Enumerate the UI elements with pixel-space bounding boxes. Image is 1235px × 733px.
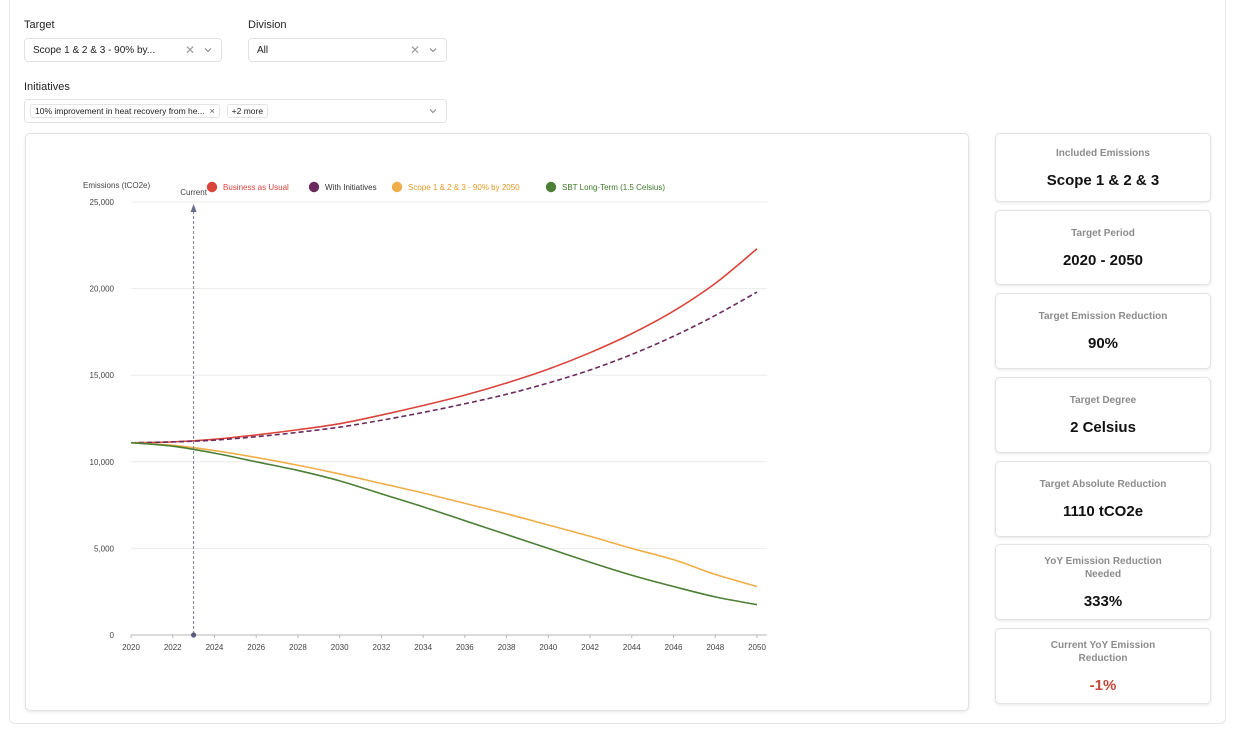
initiatives-chip-list: 10% improvement in heat recovery from he… [30, 104, 428, 118]
legend-swatch-1 [308, 181, 320, 193]
x-tick-label: 2040 [539, 643, 557, 652]
target-select-value: Scope 1 & 2 & 3 - 90% by... [33, 44, 156, 56]
page-frame [9, 0, 1226, 724]
initiatives-label: Initiatives [24, 81, 70, 93]
x-tick-label: 2032 [373, 643, 391, 652]
x-tick-label: 2024 [206, 643, 224, 652]
current-marker-label: Current [180, 188, 207, 197]
grid-layer [131, 201, 767, 636]
x-tick-label: 2034 [414, 643, 432, 652]
stat-title: Target Degree [1069, 395, 1137, 406]
series-line-2 [130, 441, 758, 588]
current-marker-arrow [190, 204, 197, 212]
x-tick-label: 2026 [247, 643, 265, 652]
target-label: Target [24, 19, 55, 31]
x-tick-label: 2050 [748, 643, 766, 652]
stat-value: 2 Celsius [1070, 419, 1136, 436]
legend-label-1: With Initiatives [325, 183, 377, 192]
stat-title: Included Emissions [1056, 147, 1150, 159]
x-tick-label: 2048 [706, 643, 724, 652]
axis-layer: 0 5,000 10,000 15,000 20,000 25,000 2020 2022 20… [83, 181, 766, 652]
stat-included-emissions: Included Emissions Scope 1 & 2 & 3 [995, 133, 1211, 202]
initiative-chip[interactable]: 10% improvement in heat recovery from he… [30, 104, 220, 118]
division-select-value: All [257, 44, 269, 56]
y-tick-label: 15,000 [90, 371, 115, 380]
x-tick-label: 2028 [289, 643, 307, 652]
stat-current-yoy-reduction: Current YoY Emission Reduction -1% [995, 628, 1211, 704]
legend: Business as Usual With Initiatives Scope 1… [206, 181, 665, 193]
stat-value: 90% [1087, 335, 1119, 352]
stat-target-period: Target Period 2020 - 2050 [995, 210, 1211, 285]
y-tick-label: 25,000 [90, 198, 115, 207]
target-select[interactable]: Scope 1 & 2 & 3 - 90% by... ✕ [24, 38, 222, 62]
chevron-down-icon[interactable] [428, 45, 438, 55]
stat-target-absolute-reduction: Target Absolute Reduction 1110 tCO2e [995, 461, 1211, 537]
stat-value: 2020 - 2050 [1062, 251, 1144, 269]
chevron-down-icon[interactable] [203, 45, 213, 55]
x-tick-label: 2036 [456, 643, 474, 652]
y-tick-label: 10,000 [90, 458, 115, 467]
clear-icon[interactable]: ✕ [409, 43, 420, 57]
stat-yoy-reduction-needed: YoY Emission Reduction Needed 333% [995, 544, 1211, 620]
legend-swatch-0 [206, 181, 218, 193]
legend-label-3: SBT Long-Term (1.5 Celsius) [562, 183, 665, 192]
stat-value: 333% [1083, 592, 1123, 610]
legend-label-0: Business as Usual [223, 183, 289, 192]
stat-title: Target Emission Reduction [1038, 311, 1168, 322]
legend-swatch-2 [391, 181, 403, 193]
division-select[interactable]: All ✕ [248, 38, 447, 62]
x-tick-label: 2022 [164, 643, 182, 652]
stat-title: Current YoY Emission Reduction [1050, 639, 1156, 664]
x-tick-label: 2030 [331, 643, 349, 652]
emissions-chart-card: Current 0 5,000 10,000 15,000 20,000 25,000 20… [25, 133, 969, 711]
series-line-0 [130, 248, 758, 444]
series-line-1 [130, 291, 758, 444]
stat-target-emission-reduction: Target Emission Reduction 90% [995, 293, 1211, 369]
stat-value: 1110 tCO2e [1062, 503, 1144, 520]
legend-label-2: Scope 1 & 2 & 3 - 90% by 2050 [408, 183, 520, 192]
clear-icon[interactable]: ✕ [184, 43, 195, 57]
y-tick-label: 5,000 [94, 544, 115, 553]
series-line-3 [130, 441, 758, 606]
chip-remove-icon[interactable]: × [209, 106, 215, 116]
legend-swatch-3 [545, 181, 557, 193]
y-tick-label: 20,000 [90, 285, 115, 294]
y-tick-label: 0 [110, 631, 115, 640]
x-tick-label: 2046 [665, 643, 683, 652]
current-marker-dot [191, 632, 197, 638]
stat-target-degree: Target Degree 2 Celsius [995, 377, 1211, 453]
stat-title: Target Period [1071, 227, 1135, 239]
x-tick-label: 2020 [122, 643, 140, 652]
chevron-down-icon[interactable] [428, 106, 438, 116]
division-label: Division [248, 19, 287, 31]
series-layer [130, 248, 758, 606]
stat-title: Target Absolute Reduction [1039, 479, 1167, 490]
x-tick-label: 2042 [581, 643, 599, 652]
x-tick-label: 2044 [623, 643, 641, 652]
stat-value: -1% [1089, 676, 1117, 694]
stat-title: YoY Emission Reduction Needed [1044, 555, 1162, 580]
stat-value: Scope 1 & 2 & 3 [1046, 171, 1160, 189]
y-axis-label: Emissions (tCO2e) [83, 181, 150, 190]
initiative-chip-label: 10% improvement in heat recovery from he… [35, 106, 205, 116]
initiatives-select[interactable]: 10% improvement in heat recovery from he… [24, 99, 447, 123]
x-tick-label: 2038 [498, 643, 516, 652]
current-marker-layer: Current [180, 188, 208, 638]
emissions-chart: Current 0 5,000 10,000 15,000 20,000 25,000 20… [83, 181, 767, 652]
more-chip[interactable]: +2 more [226, 104, 269, 118]
